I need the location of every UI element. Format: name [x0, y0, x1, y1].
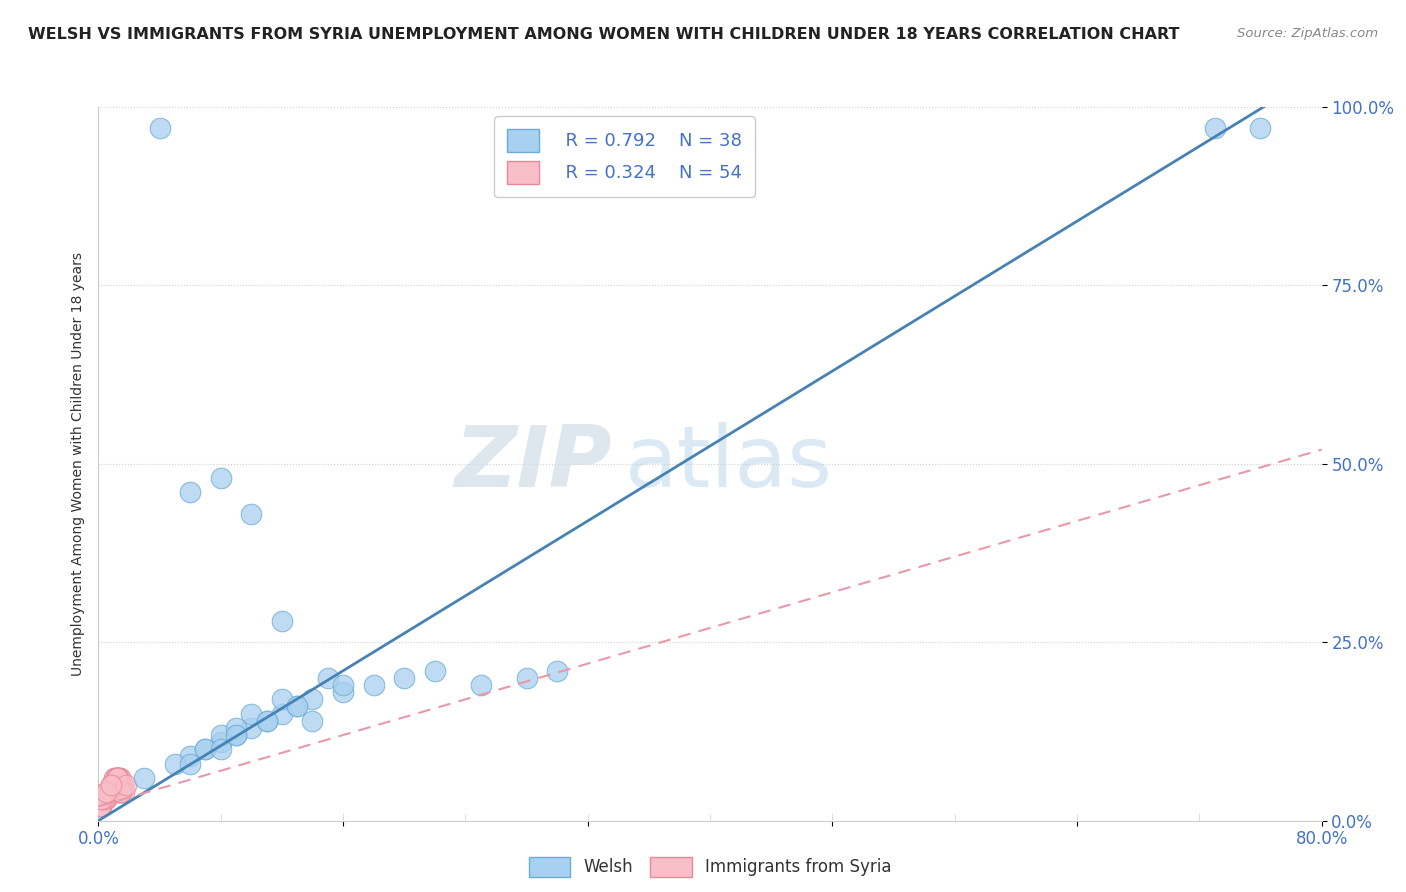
Point [546, 664, 568, 678]
Point [97, 785, 120, 799]
Point [149, 121, 172, 136]
Text: Source: ZipAtlas.com: Source: ZipAtlas.com [1237, 27, 1378, 40]
Point [240, 507, 263, 521]
Point [285, 699, 308, 714]
Point [423, 664, 446, 678]
Point [103, 778, 125, 792]
Point [179, 749, 201, 764]
Point [111, 778, 134, 792]
Point [110, 785, 132, 799]
Point [100, 778, 122, 792]
Point [91, 792, 114, 806]
Point [107, 771, 129, 785]
Point [93, 792, 115, 806]
Point [108, 771, 131, 785]
Point [225, 728, 247, 742]
Point [179, 485, 201, 500]
Point [110, 785, 132, 799]
Point [1249, 121, 1271, 136]
Legend: Welsh, Immigrants from Syria: Welsh, Immigrants from Syria [522, 850, 898, 884]
Point [270, 692, 292, 706]
Point [332, 685, 354, 699]
Point [90, 792, 112, 806]
Point [270, 706, 292, 721]
Point [1204, 121, 1226, 136]
Point [91, 792, 114, 806]
Point [103, 778, 125, 792]
Point [112, 785, 135, 799]
Point [209, 735, 232, 749]
Point [98, 785, 121, 799]
Point [105, 771, 128, 785]
Point [256, 714, 278, 728]
Point [105, 785, 128, 799]
Point [93, 792, 115, 806]
Point [134, 771, 156, 785]
Point [363, 678, 385, 692]
Point [90, 799, 112, 814]
Point [101, 778, 124, 792]
Point [105, 771, 128, 785]
Point [108, 771, 131, 785]
Point [316, 671, 339, 685]
Point [101, 778, 124, 792]
Point [256, 714, 278, 728]
Point [225, 721, 247, 735]
Point [105, 771, 128, 785]
Point [110, 778, 132, 792]
Point [90, 799, 112, 814]
Point [100, 785, 122, 799]
Point [516, 671, 538, 685]
Point [179, 756, 201, 771]
Point [97, 785, 120, 799]
Point [209, 471, 232, 485]
Point [470, 678, 492, 692]
Point [101, 778, 124, 792]
Point [392, 671, 416, 685]
Point [270, 614, 292, 628]
Point [97, 785, 120, 799]
Point [209, 728, 232, 742]
Point [301, 692, 323, 706]
Point [103, 778, 125, 792]
Point [194, 742, 217, 756]
Point [115, 778, 138, 792]
Point [103, 771, 125, 785]
Point [94, 792, 117, 806]
Point [225, 728, 247, 742]
Text: atlas: atlas [624, 422, 832, 506]
Point [332, 678, 354, 692]
Point [91, 792, 114, 806]
Point [194, 742, 217, 756]
Point [107, 785, 129, 799]
Point [163, 756, 186, 771]
Point [105, 771, 128, 785]
Point [98, 785, 121, 799]
Point [104, 778, 127, 792]
Point [240, 706, 263, 721]
Point [93, 792, 115, 806]
Point [301, 714, 323, 728]
Point [101, 778, 124, 792]
Point [100, 778, 122, 792]
Point [107, 771, 129, 785]
Point [285, 699, 308, 714]
Text: ZIP: ZIP [454, 422, 612, 506]
Point [240, 721, 263, 735]
Point [97, 785, 120, 799]
Point [98, 785, 121, 799]
Point [94, 792, 117, 806]
Point [100, 785, 122, 799]
Point [89, 799, 111, 814]
Point [209, 742, 232, 756]
Point [91, 792, 114, 806]
Text: WELSH VS IMMIGRANTS FROM SYRIA UNEMPLOYMENT AMONG WOMEN WITH CHILDREN UNDER 18 Y: WELSH VS IMMIGRANTS FROM SYRIA UNEMPLOYM… [28, 27, 1180, 42]
Point [104, 771, 127, 785]
Point [104, 778, 127, 792]
Point [94, 785, 117, 799]
Point [110, 785, 132, 799]
Y-axis label: Unemployment Among Women with Children Under 18 years: Unemployment Among Women with Children U… [70, 252, 84, 676]
Point [94, 785, 117, 799]
